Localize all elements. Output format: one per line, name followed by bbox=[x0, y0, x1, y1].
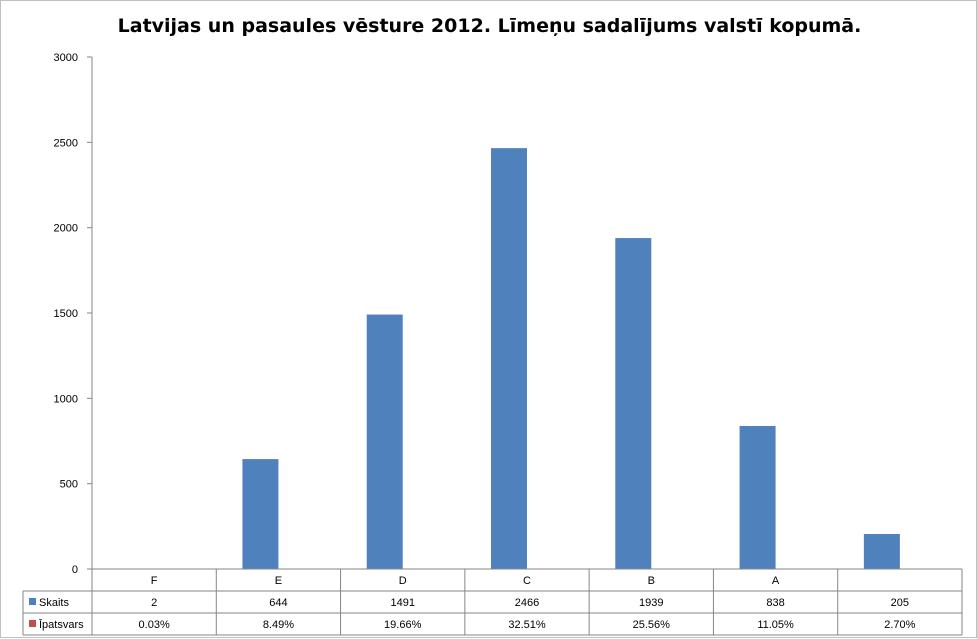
y-tick-label: 1000 bbox=[54, 393, 78, 405]
legend-series-name: Skaits bbox=[39, 597, 69, 609]
bar-skaits bbox=[491, 148, 527, 569]
bar-skaits bbox=[864, 534, 900, 569]
table-cell-value: 2466 bbox=[515, 597, 539, 609]
table-cell-value: 11.05% bbox=[757, 619, 794, 631]
category-label: B bbox=[648, 575, 655, 587]
category-label: E bbox=[275, 575, 282, 587]
bar-skaits bbox=[740, 426, 776, 569]
y-tick-label: 1500 bbox=[54, 308, 78, 320]
table-cell-value: 1491 bbox=[390, 597, 414, 609]
table-cell-value: 32.51% bbox=[508, 619, 546, 631]
y-tick-label: 500 bbox=[60, 479, 78, 491]
category-label: D bbox=[399, 575, 407, 587]
category-label: A bbox=[772, 575, 780, 587]
table-cell-value: 25.56% bbox=[633, 619, 671, 631]
table-cell-value: 0.03% bbox=[139, 619, 170, 631]
y-tick-label: 2500 bbox=[54, 137, 78, 149]
table-cell-value: 2 bbox=[151, 597, 157, 609]
y-tick-label: 2000 bbox=[54, 223, 78, 235]
table-cell-value: 205 bbox=[891, 597, 909, 609]
legend-series-name: Īpatsvars bbox=[39, 619, 84, 631]
bar-skaits bbox=[242, 459, 278, 569]
y-tick-label: 3000 bbox=[54, 52, 78, 64]
y-tick-label: 0 bbox=[72, 564, 78, 576]
table-cell-value: 2.70% bbox=[884, 619, 915, 631]
table-cell-value: 8.49% bbox=[263, 619, 294, 631]
table-cell-value: 19.66% bbox=[384, 619, 422, 631]
legend-swatch bbox=[29, 620, 36, 627]
bar-skaits bbox=[367, 315, 403, 569]
legend-swatch bbox=[29, 598, 36, 605]
table-cell-value: 1939 bbox=[639, 597, 663, 609]
category-label: C bbox=[523, 575, 531, 587]
table-cell-value: 644 bbox=[269, 597, 287, 609]
category-label: F bbox=[151, 575, 158, 587]
table-cell-value: 838 bbox=[766, 597, 784, 609]
bar-skaits bbox=[615, 238, 651, 569]
